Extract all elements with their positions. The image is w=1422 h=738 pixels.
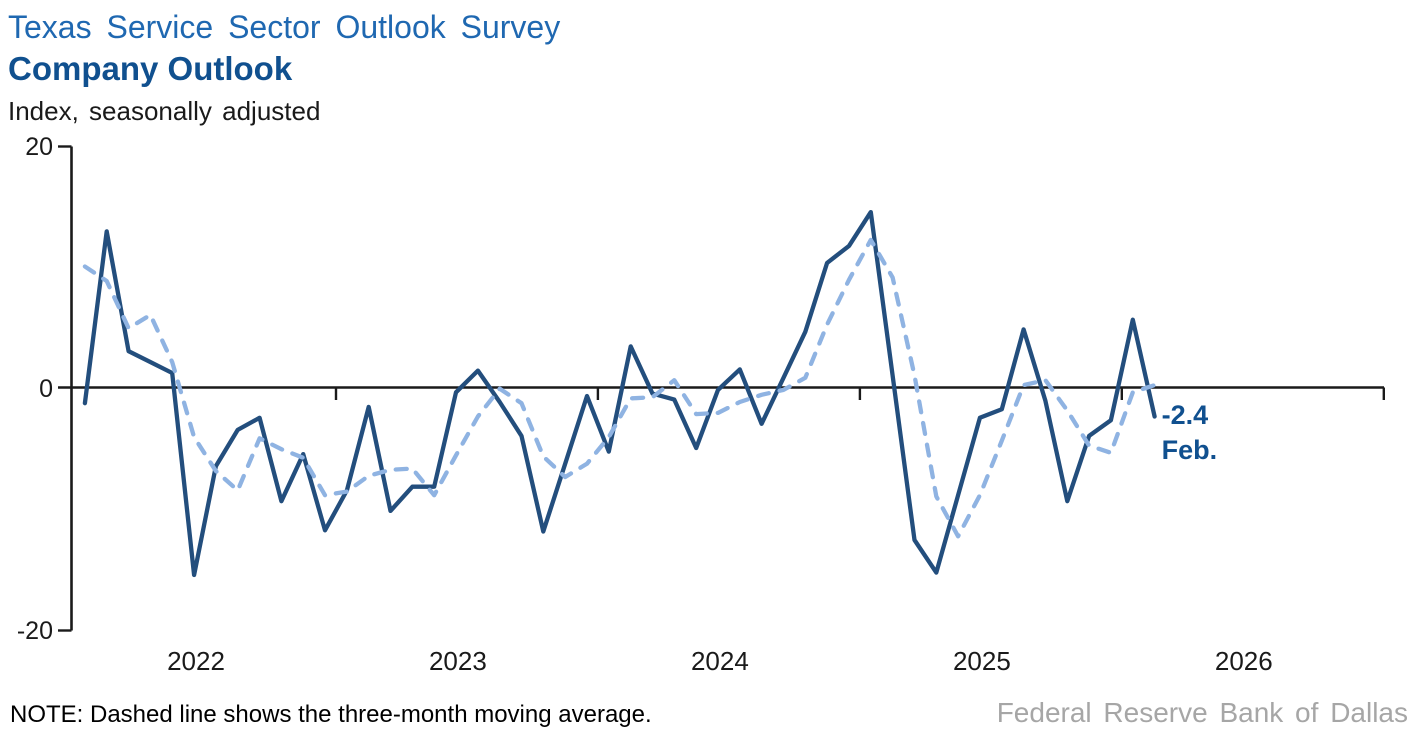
end-label-value: -2.4 <box>1162 400 1209 430</box>
end-label-month: Feb. <box>1162 435 1218 465</box>
y-axis-units-label: Index, seasonally adjusted <box>8 96 321 126</box>
x-year-label: 2022 <box>167 646 225 676</box>
x-year-label: 2026 <box>1215 646 1273 676</box>
y-tick-label: 20 <box>25 133 53 161</box>
survey-title: Texas Service Sector Outlook Survey <box>8 9 561 45</box>
chart-title: Company Outlook <box>8 50 293 87</box>
footnote: NOTE: Dashed line shows the three-month … <box>10 701 652 728</box>
company-outlook-line <box>82 209 1157 578</box>
x-year-label: 2025 <box>953 646 1011 676</box>
source-attribution: Federal Reserve Bank of Dallas <box>996 697 1408 728</box>
y-tick-label: 0 <box>39 375 53 403</box>
moving-average-line <box>82 237 1157 539</box>
x-year-label: 2024 <box>691 646 749 676</box>
y-tick-label: -20 <box>17 617 53 645</box>
x-year-label: 2023 <box>429 646 487 676</box>
